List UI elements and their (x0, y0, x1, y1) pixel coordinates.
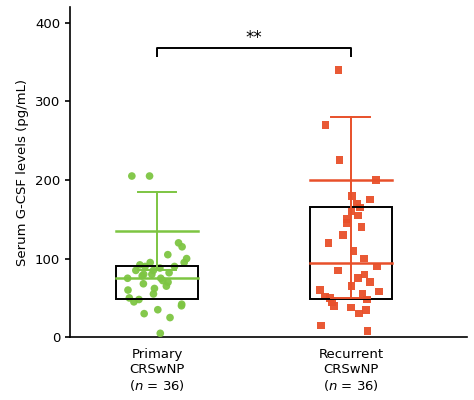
Point (164, 252, 172, 258)
Point (339, 232, 347, 238)
Point (355, 212, 362, 218)
Point (150, 291, 157, 297)
Point (373, 177, 380, 183)
Point (348, 208, 356, 215)
Point (317, 322, 325, 329)
Point (146, 259, 154, 266)
Point (327, 295, 334, 301)
Point (343, 216, 351, 222)
Point (171, 263, 178, 270)
Point (366, 196, 374, 203)
Point (325, 240, 332, 246)
Point (128, 173, 136, 179)
Point (136, 262, 144, 268)
Point (181, 259, 188, 266)
Point (159, 278, 166, 284)
Point (132, 267, 140, 274)
Point (363, 296, 371, 303)
Point (146, 173, 154, 179)
Point (183, 255, 191, 262)
Point (335, 67, 342, 73)
Point (178, 302, 185, 309)
Point (130, 299, 138, 305)
Bar (117, 266, 198, 300)
Point (140, 271, 147, 278)
Point (360, 255, 368, 262)
Point (344, 220, 351, 226)
Point (135, 296, 143, 303)
Point (353, 200, 361, 207)
Point (165, 270, 173, 276)
Point (330, 302, 337, 309)
Point (348, 283, 356, 289)
Point (163, 283, 170, 289)
Point (164, 279, 172, 285)
Text: **: ** (246, 29, 262, 47)
Point (157, 275, 164, 282)
Point (356, 310, 363, 317)
Point (140, 280, 147, 287)
Point (373, 263, 381, 270)
Point (175, 240, 182, 246)
Point (361, 271, 368, 278)
Point (334, 267, 342, 274)
Point (316, 287, 324, 293)
Point (166, 314, 174, 321)
Point (321, 293, 329, 300)
Point (178, 244, 186, 250)
Point (366, 279, 374, 285)
Point (154, 306, 162, 313)
Point (356, 204, 364, 211)
Point (358, 291, 366, 297)
Point (151, 285, 158, 292)
Point (348, 192, 356, 199)
Point (322, 122, 329, 128)
Point (354, 275, 362, 282)
Point (363, 306, 370, 313)
Point (150, 267, 157, 274)
Point (124, 287, 132, 293)
Point (364, 328, 372, 334)
Point (328, 299, 336, 305)
Point (140, 310, 148, 317)
Point (156, 265, 164, 271)
Point (124, 275, 131, 282)
Point (336, 157, 344, 164)
Point (347, 304, 355, 310)
Y-axis label: Serum G-CSF levels (pg/mL): Serum G-CSF levels (pg/mL) (17, 78, 29, 266)
Point (141, 263, 149, 270)
Point (178, 301, 185, 308)
Point (148, 271, 155, 278)
Point (358, 224, 365, 230)
Point (350, 248, 357, 254)
Point (138, 273, 146, 279)
Point (126, 295, 133, 301)
Point (156, 330, 164, 336)
Bar (310, 208, 392, 300)
Point (375, 288, 383, 295)
